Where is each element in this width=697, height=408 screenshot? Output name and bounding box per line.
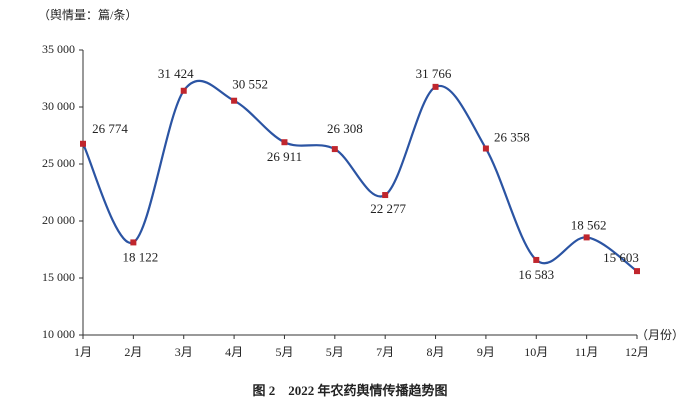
x-tick-label: 2月 (124, 345, 142, 359)
y-axis-label: （舆情量：篇/条） (38, 7, 137, 22)
data-label: 31 424 (158, 66, 194, 81)
marker (583, 234, 590, 241)
y-tick-label: 10 000 (42, 327, 75, 341)
x-tick-label: 12月 (625, 345, 649, 359)
y-tick-label: 30 000 (42, 99, 75, 113)
x-tick-label: 7月 (376, 345, 394, 359)
data-label: 22 277 (370, 201, 406, 216)
data-label: 30 552 (232, 77, 268, 92)
data-label: 15 603 (603, 250, 639, 265)
data-label: 18 122 (122, 249, 158, 264)
marker (130, 239, 137, 246)
data-label: 26 308 (327, 121, 363, 136)
x-tick-label: 1月 (74, 345, 92, 359)
marker (432, 83, 439, 90)
data-label: 26 911 (267, 149, 302, 164)
marker (281, 139, 288, 146)
data-label: 31 766 (416, 66, 452, 81)
x-tick-label: 10月 (524, 345, 548, 359)
x-tick-label: 11月 (575, 345, 599, 359)
y-tick-label: 15 000 (42, 270, 75, 284)
x-axis-label: （月份） (636, 328, 684, 342)
marker (331, 146, 338, 153)
marker (180, 87, 187, 94)
marker (80, 140, 86, 147)
x-tick-label: 4月 (225, 345, 243, 359)
marker (533, 256, 540, 263)
marker (482, 145, 489, 152)
marker (382, 192, 389, 199)
marker (634, 268, 640, 275)
data-label: 26 358 (494, 130, 530, 145)
y-tick-label: 20 000 (42, 213, 75, 227)
x-tick-label: 5月 (326, 345, 344, 359)
x-tick-label: 8月 (427, 345, 445, 359)
chart-title: 图 2 2022 年农药舆情传播趋势图 (252, 383, 447, 398)
y-tick-label: 35 000 (42, 42, 75, 56)
y-tick-label: 25 000 (42, 156, 75, 170)
x-tick-label: 5月 (275, 345, 293, 359)
line (82, 79, 638, 273)
data-label: 18 562 (571, 217, 607, 232)
data-label: 16 583 (518, 267, 554, 282)
x-tick-label: 9月 (477, 345, 495, 359)
x-tick-label: 3月 (175, 345, 193, 359)
marker (231, 97, 238, 104)
data-label: 26 774 (92, 121, 128, 136)
